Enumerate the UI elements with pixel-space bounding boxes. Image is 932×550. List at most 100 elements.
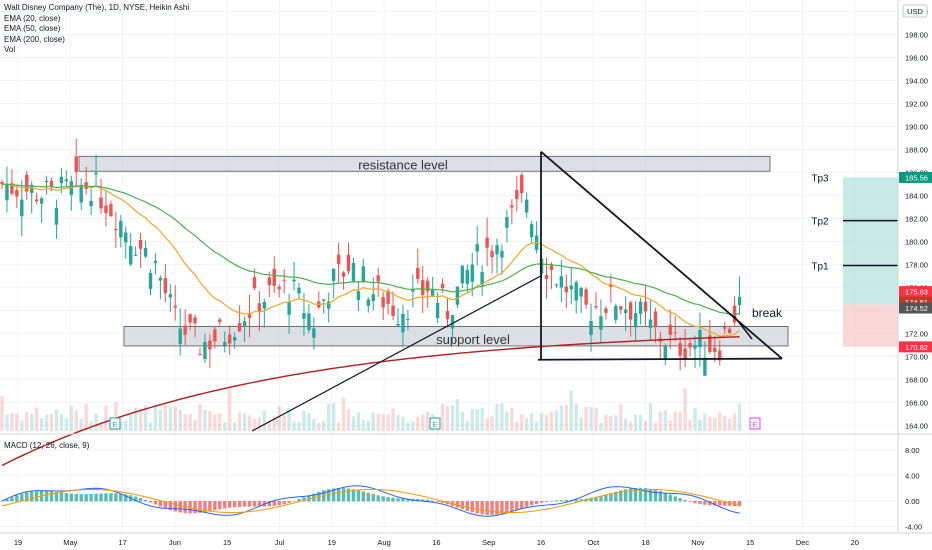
candle-body	[312, 328, 316, 338]
volume-bar	[633, 414, 638, 431]
macd-hist	[421, 499, 425, 502]
candle-body	[163, 278, 168, 294]
candle-body	[450, 315, 455, 329]
candle-body	[282, 279, 286, 281]
macd-hist	[218, 501, 222, 510]
volume-bar	[351, 416, 356, 431]
candle-body	[609, 284, 613, 287]
volume-bar	[327, 403, 331, 431]
volume-bar	[594, 408, 598, 431]
x-tick: Jul	[275, 538, 285, 547]
volume-bar	[619, 404, 623, 431]
candle-body	[49, 180, 54, 187]
volume-bar	[708, 416, 712, 431]
candle-body	[129, 246, 133, 265]
descending-trendline	[540, 151, 783, 360]
macd-hist	[119, 493, 123, 502]
macd-hist	[20, 493, 24, 502]
volume-bar	[510, 407, 514, 431]
volume-bar	[267, 420, 271, 431]
macd-hist	[688, 501, 692, 502]
x-tick: 15	[746, 538, 754, 547]
candle-body	[564, 286, 568, 293]
ema20-label: EMA (20, close)	[4, 13, 61, 23]
price-tick: 170.00	[905, 352, 928, 361]
x-tick: Jun	[169, 538, 181, 547]
candle-body	[252, 277, 257, 289]
macd-hist	[510, 501, 514, 512]
macd-hist	[515, 501, 519, 510]
price-tag	[899, 302, 932, 314]
macd-hist	[440, 501, 445, 503]
earnings-marker	[429, 417, 441, 430]
candle-body	[510, 205, 514, 208]
macd-hist	[698, 501, 702, 505]
macd-hist	[10, 496, 14, 502]
volume-bar	[302, 410, 306, 431]
candle-body	[183, 325, 187, 335]
volume-bar	[39, 418, 44, 431]
volume-bar	[559, 405, 564, 431]
volume-bar	[475, 408, 479, 431]
volume-bar	[25, 411, 29, 431]
volume-bar	[203, 409, 207, 431]
volume-bar	[183, 414, 187, 431]
macd-hist	[213, 501, 217, 511]
macd-hist	[381, 496, 385, 502]
volume-bar	[505, 411, 509, 431]
tp2-label: Tp2	[811, 217, 829, 228]
macd-hist	[490, 501, 494, 515]
volume-bar	[307, 413, 311, 431]
volume-bar	[59, 414, 64, 431]
macd-hist	[539, 501, 544, 503]
candle-body	[668, 324, 672, 335]
candle-body	[25, 174, 29, 192]
stop-zone	[843, 304, 898, 347]
x-tick: Nov	[691, 538, 705, 547]
macd-hist	[505, 501, 509, 513]
volume-bar	[574, 403, 578, 431]
x-tick: Dec	[796, 538, 810, 547]
macd-hist	[242, 501, 247, 507]
support-label: support level	[436, 332, 510, 347]
candle-body	[455, 286, 460, 305]
volume-bar	[94, 413, 98, 431]
candle-body	[307, 313, 311, 330]
volume-bar	[673, 411, 677, 431]
macd-hist	[574, 499, 578, 502]
volume-bar	[668, 420, 672, 431]
volume-bar	[599, 422, 603, 431]
macd-hist	[430, 500, 435, 502]
macd-hist	[376, 495, 380, 502]
volume-bar	[564, 404, 568, 431]
macd-hist	[559, 500, 564, 502]
macd-hist	[148, 501, 153, 503]
macd-hist	[74, 493, 78, 502]
volume-bar	[277, 406, 281, 431]
macd-hist	[549, 500, 554, 502]
candle-body	[544, 275, 549, 279]
volume-bar	[539, 412, 544, 431]
candle-body	[604, 308, 608, 313]
volume-bar	[376, 413, 380, 431]
candle-body	[703, 357, 707, 376]
volume-bar	[282, 415, 286, 431]
x-tick: May	[63, 538, 77, 547]
macd-hist	[89, 494, 93, 502]
macd-hist	[525, 501, 529, 507]
volume-bar	[193, 419, 197, 431]
macd-hist	[30, 491, 34, 502]
volume-bar	[232, 422, 237, 431]
candle-body	[193, 317, 197, 324]
candle-body	[559, 276, 564, 288]
macd-hist	[703, 501, 707, 505]
macd-hist	[480, 501, 484, 515]
candle-body	[624, 309, 628, 314]
volume-bar	[391, 408, 395, 431]
macd-hist	[34, 491, 39, 502]
candle-body	[133, 254, 138, 256]
volume-bar	[663, 410, 667, 431]
candle-body	[292, 279, 296, 282]
volume-bar	[678, 412, 682, 431]
